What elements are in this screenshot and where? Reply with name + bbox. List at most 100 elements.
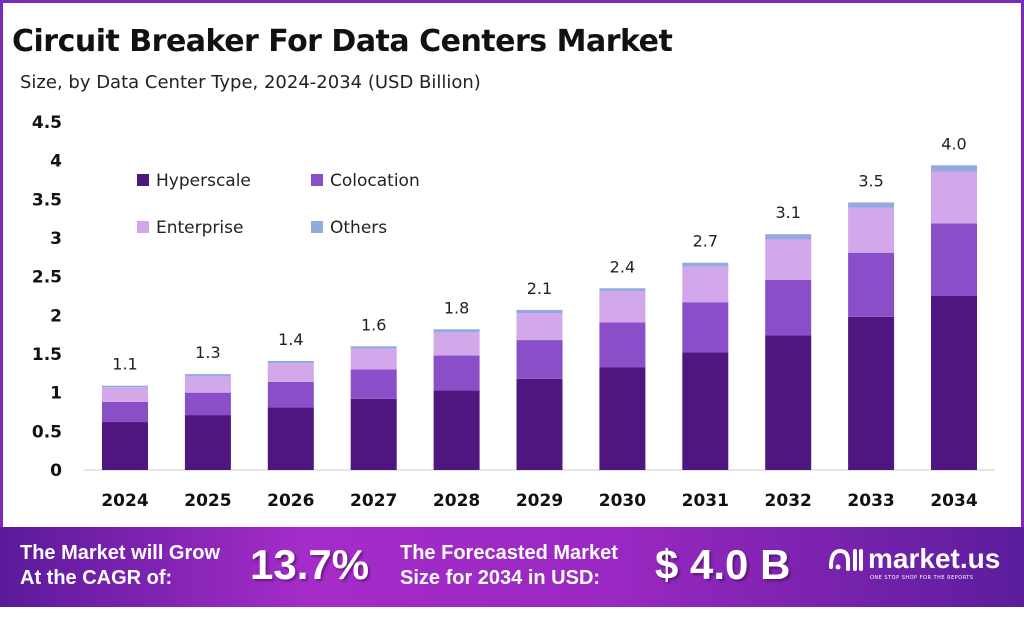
brand-logo-icon: [829, 548, 863, 571]
bar-segment-hyperscale-2024: [102, 422, 148, 470]
bar-segment-enterprise-2027: [350, 348, 397, 370]
forecast-label-line2: Size for 2034 in USD:: [400, 567, 601, 589]
bar-segment-enterprise-2025: [184, 376, 231, 393]
bar-segment-enterprise-2033: [848, 207, 895, 253]
y-tick-label: 2.5: [32, 268, 62, 288]
cagr-value: 13.7%: [250, 541, 370, 588]
bar-segment-colocation-2030: [599, 322, 646, 368]
x-tick-label: 2026: [267, 491, 314, 511]
y-tick-label: 2: [50, 306, 62, 326]
chart-frame: [0, 0, 1024, 527]
brand-name: market.us: [868, 543, 1001, 574]
total-label: 3.1: [775, 203, 800, 222]
y-tick-label: 4: [50, 152, 62, 172]
x-tick-label: 2028: [433, 491, 480, 511]
legend-swatch-enterprise: [137, 221, 149, 233]
bar-segment-enterprise-2030: [599, 291, 646, 323]
bar-segment-hyperscale-2027: [350, 398, 397, 470]
bar-segment-enterprise-2034: [931, 171, 977, 224]
x-tick-label: 2034: [930, 491, 977, 511]
legend-swatch-hyperscale: [137, 174, 149, 186]
bar-segment-colocation-2026: [267, 381, 314, 408]
x-tick-label: 2025: [184, 491, 231, 511]
total-label: 1.8: [444, 298, 469, 317]
bar-segment-others-2033: [848, 202, 895, 208]
bar-segment-others-2027: [350, 346, 397, 349]
bar-segment-hyperscale-2033: [848, 316, 895, 470]
bar-segment-others-2029: [516, 309, 563, 314]
total-label: 2.1: [527, 279, 552, 298]
y-tick-label: 1: [50, 384, 62, 404]
x-tick-label: 2024: [101, 491, 148, 511]
y-tick-label: 0.5: [32, 422, 62, 442]
forecast-label: The Forecasted Market Size for 2034 in U…: [400, 541, 618, 591]
bar-segment-colocation-2032: [765, 279, 812, 336]
x-tick-label: 2027: [350, 491, 397, 511]
bar-segment-colocation-2029: [516, 340, 563, 379]
cagr-label-line1: The Market will Grow: [20, 542, 221, 564]
chart-subtitle: Size, by Data Center Type, 2024-2034 (US…: [20, 72, 481, 93]
cagr-label: The Market will Grow At the CAGR of:: [20, 541, 220, 591]
bar-segment-enterprise-2028: [433, 332, 480, 356]
cagr-label-line2: At the CAGR of:: [20, 567, 173, 589]
bar-segment-hyperscale-2032: [765, 335, 812, 470]
bar-segment-enterprise-2032: [765, 239, 812, 280]
bar-segment-others-2028: [433, 329, 480, 333]
brand-tagline: ONE STOP SHOP FOR THE REPORTS: [870, 575, 974, 581]
bar-segment-colocation-2031: [682, 302, 729, 353]
y-tick-label: 4.5: [32, 113, 62, 133]
total-label: 1.1: [112, 355, 137, 374]
summary-banner: The Market will Grow At the CAGR of: 13.…: [0, 527, 1024, 607]
bar-segment-colocation-2027: [350, 369, 397, 399]
total-label: 2.4: [610, 257, 635, 276]
y-tick-label: 0: [50, 461, 62, 481]
forecast-value: $ 4.0 B: [655, 541, 791, 588]
bar-segment-hyperscale-2030: [599, 367, 646, 470]
bar-segment-colocation-2024: [102, 401, 148, 423]
bar-segment-enterprise-2029: [516, 313, 563, 341]
x-tick-label: 2031: [682, 491, 729, 511]
bar-segment-enterprise-2031: [682, 266, 729, 303]
bar-segment-hyperscale-2034: [931, 296, 977, 470]
bar-segment-others-2031: [682, 262, 729, 267]
x-tick-label: 2029: [516, 491, 563, 511]
total-label: 2.7: [693, 232, 718, 251]
bar-segment-enterprise-2024: [102, 387, 148, 402]
bar-segment-others-2030: [599, 288, 646, 292]
bar-segment-colocation-2034: [931, 223, 977, 296]
bar-segment-hyperscale-2026: [267, 407, 314, 470]
bar-segment-others-2034: [931, 165, 977, 172]
bar-segment-others-2025: [184, 374, 231, 377]
bar-segment-colocation-2028: [433, 355, 480, 391]
bar-segment-hyperscale-2031: [682, 352, 729, 470]
total-label: 1.4: [278, 330, 303, 349]
stacked-bar-chart: 0 0.5 1 1.5 2 2.5 3 3.5 4 4.5 1.1 2024 1.3 2025 1.4 202…: [32, 113, 995, 511]
legend-swatch-colocation: [311, 174, 323, 186]
legend-label-others: Others: [330, 218, 387, 238]
bar-segment-hyperscale-2028: [433, 390, 480, 470]
x-tick-label: 2030: [599, 491, 646, 511]
legend-label-hyperscale: Hyperscale: [156, 171, 251, 191]
legend-swatch-others: [311, 221, 323, 233]
bar-segment-hyperscale-2029: [516, 378, 563, 470]
y-tick-label: 1.5: [32, 345, 62, 365]
chart-title: Circuit Breaker For Data Centers Market: [12, 24, 673, 59]
y-tick-label: 3.5: [32, 190, 62, 210]
bar-segment-colocation-2033: [848, 252, 895, 317]
x-tick-label: 2033: [847, 491, 894, 511]
bar-segment-others-2024: [102, 385, 148, 388]
bar-segment-hyperscale-2025: [184, 415, 231, 470]
total-label: 1.6: [361, 315, 386, 334]
total-label: 3.5: [858, 171, 883, 190]
bar-segment-colocation-2025: [184, 392, 231, 416]
bar-segment-enterprise-2026: [267, 363, 314, 382]
bar-segment-others-2032: [765, 234, 812, 240]
legend-label-enterprise: Enterprise: [156, 218, 243, 238]
x-tick-label: 2032: [765, 491, 812, 511]
forecast-label-line1: The Forecasted Market: [400, 542, 618, 564]
total-label: 4.0: [941, 134, 966, 153]
total-label: 1.3: [195, 343, 220, 362]
y-tick-label: 3: [50, 229, 62, 249]
bar-segment-others-2026: [267, 360, 314, 364]
legend-label-colocation: Colocation: [330, 171, 420, 191]
